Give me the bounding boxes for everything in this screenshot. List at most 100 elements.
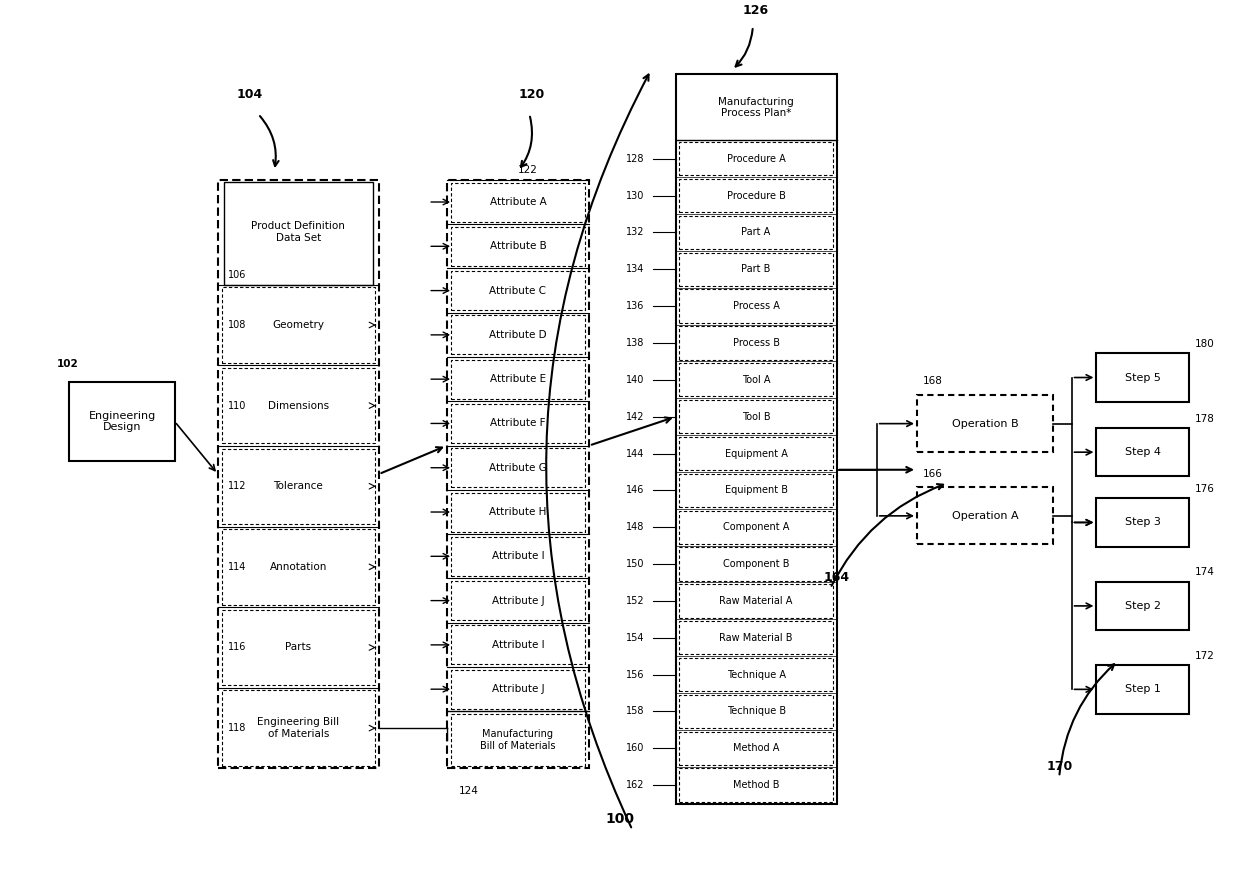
Text: 110: 110 xyxy=(228,400,247,410)
FancyBboxPatch shape xyxy=(1096,499,1189,546)
Text: 162: 162 xyxy=(626,780,645,790)
Text: 158: 158 xyxy=(626,706,645,716)
Text: 172: 172 xyxy=(1195,651,1215,661)
Text: Step 5: Step 5 xyxy=(1125,372,1161,383)
Text: Attribute I: Attribute I xyxy=(491,640,544,650)
FancyBboxPatch shape xyxy=(450,537,585,575)
FancyBboxPatch shape xyxy=(680,253,833,286)
Text: 106: 106 xyxy=(228,271,247,280)
FancyBboxPatch shape xyxy=(1096,354,1189,401)
Text: 150: 150 xyxy=(626,559,645,569)
Text: 118: 118 xyxy=(228,723,247,733)
Text: Attribute A: Attribute A xyxy=(490,197,547,207)
Text: 120: 120 xyxy=(520,88,546,101)
Text: 148: 148 xyxy=(626,522,645,532)
FancyBboxPatch shape xyxy=(222,287,374,362)
Text: Attribute G: Attribute G xyxy=(489,462,547,473)
Text: 154: 154 xyxy=(626,633,645,643)
FancyBboxPatch shape xyxy=(916,487,1053,545)
Text: Tool B: Tool B xyxy=(742,412,770,422)
Text: 124: 124 xyxy=(459,786,479,796)
Text: 100: 100 xyxy=(605,812,635,826)
Text: Method B: Method B xyxy=(733,780,780,790)
FancyBboxPatch shape xyxy=(1096,428,1189,476)
FancyBboxPatch shape xyxy=(680,768,833,802)
Text: Raw Material A: Raw Material A xyxy=(719,596,792,606)
Text: Manufacturing
Process Plan*: Manufacturing Process Plan* xyxy=(718,96,794,118)
Text: 156: 156 xyxy=(626,669,645,680)
Text: Attribute E: Attribute E xyxy=(490,374,546,385)
Text: Technique A: Technique A xyxy=(727,669,786,680)
Text: 146: 146 xyxy=(626,485,645,495)
Text: 130: 130 xyxy=(626,191,645,201)
FancyBboxPatch shape xyxy=(680,363,833,397)
FancyBboxPatch shape xyxy=(680,216,833,249)
Text: Equipment B: Equipment B xyxy=(724,485,787,495)
Text: 104: 104 xyxy=(237,88,263,101)
FancyBboxPatch shape xyxy=(222,610,374,685)
Text: 176: 176 xyxy=(1195,484,1215,494)
Text: 180: 180 xyxy=(1195,339,1215,349)
Text: 166: 166 xyxy=(923,469,942,478)
FancyBboxPatch shape xyxy=(224,181,372,285)
Text: 140: 140 xyxy=(626,375,645,385)
Text: Process B: Process B xyxy=(733,338,780,348)
FancyBboxPatch shape xyxy=(450,581,585,620)
Text: 134: 134 xyxy=(626,264,645,274)
FancyBboxPatch shape xyxy=(680,732,833,765)
Text: Product Definition
Data Set: Product Definition Data Set xyxy=(252,222,345,243)
Text: 144: 144 xyxy=(626,448,645,459)
FancyBboxPatch shape xyxy=(680,142,833,175)
Text: Tolerance: Tolerance xyxy=(274,481,324,492)
FancyBboxPatch shape xyxy=(450,670,585,709)
FancyBboxPatch shape xyxy=(680,400,833,433)
Text: Attribute C: Attribute C xyxy=(490,286,547,295)
Text: Step 4: Step 4 xyxy=(1125,447,1161,457)
Text: Attribute D: Attribute D xyxy=(489,330,547,339)
FancyBboxPatch shape xyxy=(680,437,833,470)
Text: Geometry: Geometry xyxy=(273,320,325,330)
FancyBboxPatch shape xyxy=(680,179,833,212)
Text: Step 1: Step 1 xyxy=(1125,684,1161,694)
FancyBboxPatch shape xyxy=(680,695,833,728)
Text: 116: 116 xyxy=(228,643,247,652)
Text: Engineering Bill
of Materials: Engineering Bill of Materials xyxy=(257,717,340,739)
Text: Part B: Part B xyxy=(742,264,771,274)
FancyBboxPatch shape xyxy=(916,395,1053,453)
Text: Equipment A: Equipment A xyxy=(724,448,787,459)
Text: 126: 126 xyxy=(743,4,769,18)
Text: Component B: Component B xyxy=(723,559,790,569)
Text: Part A: Part A xyxy=(742,227,771,238)
FancyBboxPatch shape xyxy=(222,448,374,524)
Text: Method A: Method A xyxy=(733,743,779,753)
Text: 108: 108 xyxy=(228,320,247,330)
Text: 136: 136 xyxy=(626,301,645,311)
Text: Procedure A: Procedure A xyxy=(727,154,785,164)
Text: Operation A: Operation A xyxy=(951,511,1018,521)
Text: 122: 122 xyxy=(518,165,538,175)
FancyBboxPatch shape xyxy=(69,382,175,461)
FancyBboxPatch shape xyxy=(1096,582,1189,630)
Text: Component A: Component A xyxy=(723,522,790,532)
Text: 170: 170 xyxy=(1047,760,1073,773)
Text: 160: 160 xyxy=(626,743,645,753)
FancyBboxPatch shape xyxy=(222,690,374,766)
Text: 152: 152 xyxy=(626,596,645,606)
Text: Operation B: Operation B xyxy=(951,419,1018,429)
Text: Annotation: Annotation xyxy=(269,562,327,572)
Text: 102: 102 xyxy=(57,359,79,369)
FancyBboxPatch shape xyxy=(450,271,585,310)
FancyBboxPatch shape xyxy=(680,511,833,544)
FancyBboxPatch shape xyxy=(450,360,585,399)
FancyBboxPatch shape xyxy=(446,179,589,768)
Text: 128: 128 xyxy=(626,154,645,164)
FancyBboxPatch shape xyxy=(450,404,585,443)
Text: Manufacturing
Bill of Materials: Manufacturing Bill of Materials xyxy=(480,729,556,751)
FancyBboxPatch shape xyxy=(1096,665,1189,713)
FancyBboxPatch shape xyxy=(450,448,585,487)
FancyBboxPatch shape xyxy=(450,227,585,266)
Text: Parts: Parts xyxy=(285,643,311,652)
FancyBboxPatch shape xyxy=(680,584,833,618)
Text: Process A: Process A xyxy=(733,301,780,311)
Text: Step 2: Step 2 xyxy=(1125,601,1161,611)
